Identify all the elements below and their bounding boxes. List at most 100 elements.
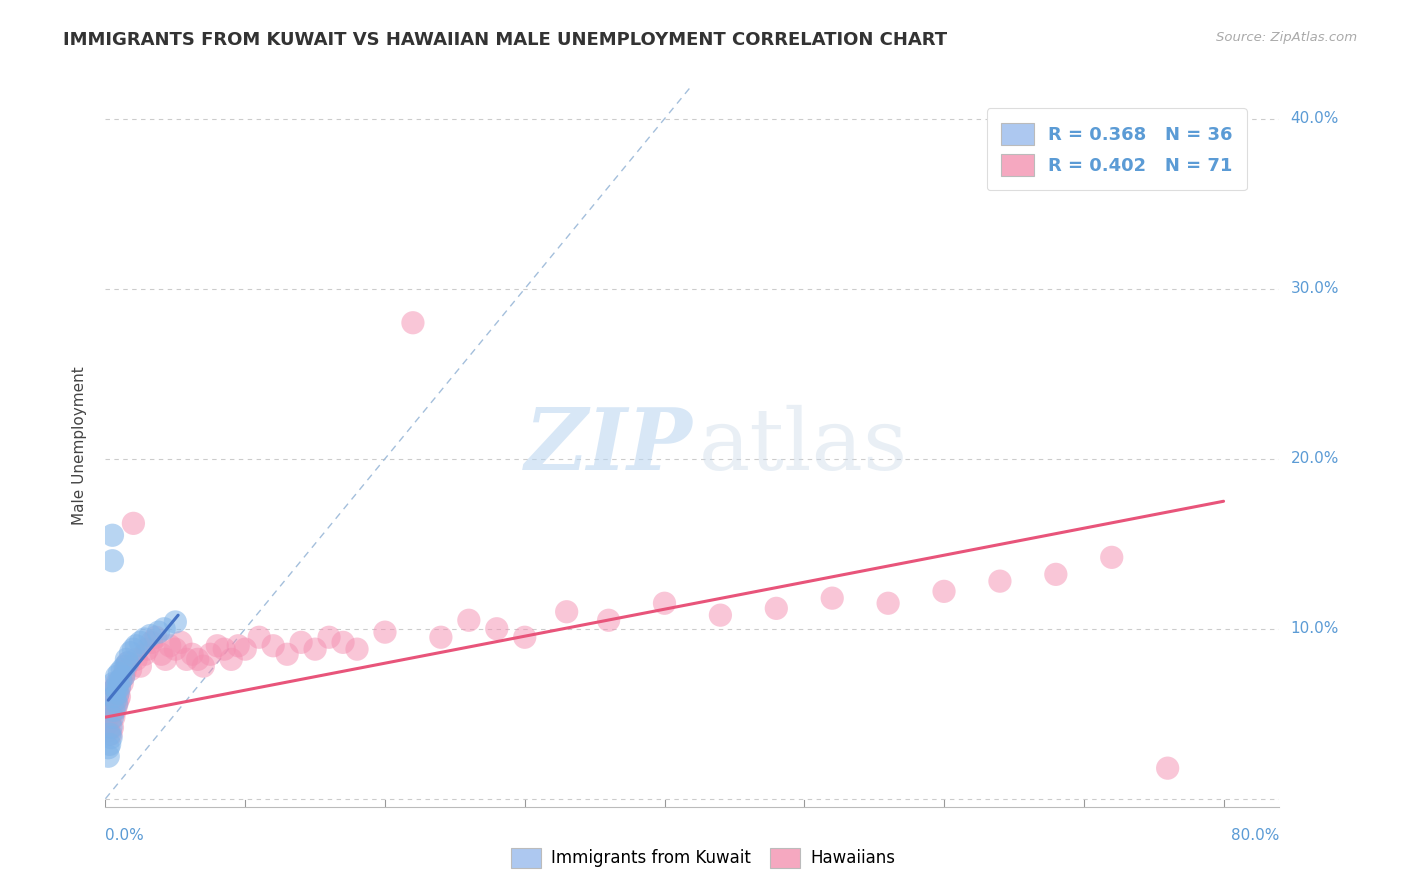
- Text: 30.0%: 30.0%: [1291, 281, 1339, 296]
- Point: [104, 681, 127, 696]
- Point: [100, 706, 122, 721]
- Point: [105, 676, 128, 690]
- Legend: Immigrants from Kuwait, Hawaiians: Immigrants from Kuwait, Hawaiians: [503, 841, 903, 875]
- Point: [98, 737, 121, 751]
- Point: [105, 682, 128, 697]
- Point: [112, 669, 135, 683]
- Point: [304, 642, 326, 657]
- Text: 10.0%: 10.0%: [1291, 621, 1339, 636]
- Point: [374, 625, 396, 640]
- Point: [100, 727, 122, 741]
- Point: [1045, 567, 1067, 582]
- Text: 0.0%: 0.0%: [105, 828, 145, 843]
- Point: [155, 652, 177, 666]
- Point: [108, 680, 131, 694]
- Point: [170, 635, 193, 649]
- Point: [108, 665, 131, 680]
- Point: [219, 652, 242, 666]
- Point: [101, 554, 124, 568]
- Point: [108, 690, 131, 704]
- Point: [103, 676, 125, 690]
- Point: [98, 715, 121, 730]
- Point: [150, 647, 173, 661]
- Point: [105, 698, 128, 713]
- Point: [120, 663, 142, 677]
- Point: [276, 647, 298, 661]
- Point: [145, 630, 167, 644]
- Point: [148, 625, 170, 640]
- Point: [112, 669, 135, 683]
- Text: atlas: atlas: [699, 404, 907, 488]
- Point: [129, 635, 152, 649]
- Point: [165, 642, 187, 657]
- Point: [107, 686, 129, 700]
- Point: [107, 693, 129, 707]
- Point: [103, 690, 125, 704]
- Point: [98, 727, 121, 741]
- Point: [105, 697, 128, 711]
- Point: [200, 647, 222, 661]
- Point: [103, 690, 125, 704]
- Point: [107, 686, 129, 700]
- Point: [318, 630, 340, 644]
- Y-axis label: Male Unemployment: Male Unemployment: [72, 367, 87, 525]
- Point: [141, 635, 163, 649]
- Point: [346, 642, 368, 657]
- Point: [101, 698, 124, 713]
- Point: [139, 629, 162, 643]
- Point: [101, 710, 124, 724]
- Point: [111, 676, 134, 690]
- Point: [108, 681, 131, 696]
- Point: [181, 647, 204, 661]
- Point: [114, 665, 136, 679]
- Point: [97, 740, 120, 755]
- Point: [165, 615, 187, 629]
- Point: [159, 639, 181, 653]
- Point: [598, 613, 620, 627]
- Point: [101, 720, 124, 734]
- Point: [101, 528, 124, 542]
- Point: [187, 652, 209, 666]
- Point: [134, 632, 156, 646]
- Point: [1101, 550, 1123, 565]
- Point: [332, 635, 354, 649]
- Point: [103, 703, 125, 717]
- Point: [555, 605, 578, 619]
- Text: IMMIGRANTS FROM KUWAIT VS HAWAIIAN MALE UNEMPLOYMENT CORRELATION CHART: IMMIGRANTS FROM KUWAIT VS HAWAIIAN MALE …: [63, 31, 948, 49]
- Point: [115, 659, 138, 673]
- Point: [97, 749, 120, 764]
- Point: [821, 591, 844, 606]
- Point: [877, 596, 900, 610]
- Point: [136, 642, 159, 657]
- Point: [193, 659, 215, 673]
- Point: [115, 652, 138, 666]
- Point: [104, 703, 127, 717]
- Point: [176, 652, 198, 666]
- Point: [485, 622, 508, 636]
- Text: 20.0%: 20.0%: [1291, 451, 1339, 467]
- Point: [513, 630, 536, 644]
- Point: [110, 673, 132, 687]
- Point: [117, 656, 139, 670]
- Point: [134, 647, 156, 661]
- Point: [430, 630, 453, 644]
- Point: [125, 652, 148, 666]
- Point: [114, 659, 136, 673]
- Point: [117, 656, 139, 670]
- Point: [100, 731, 122, 745]
- Legend: R = 0.368   N = 36, R = 0.402   N = 71: R = 0.368 N = 36, R = 0.402 N = 71: [987, 108, 1247, 190]
- Point: [97, 723, 120, 738]
- Point: [247, 630, 270, 644]
- Point: [212, 642, 235, 657]
- Point: [709, 608, 731, 623]
- Point: [402, 316, 425, 330]
- Point: [153, 622, 176, 636]
- Point: [103, 710, 125, 724]
- Text: 80.0%: 80.0%: [1232, 828, 1279, 843]
- Point: [104, 693, 127, 707]
- Point: [105, 669, 128, 683]
- Point: [765, 601, 787, 615]
- Point: [104, 681, 127, 696]
- Point: [122, 516, 145, 531]
- Point: [107, 676, 129, 690]
